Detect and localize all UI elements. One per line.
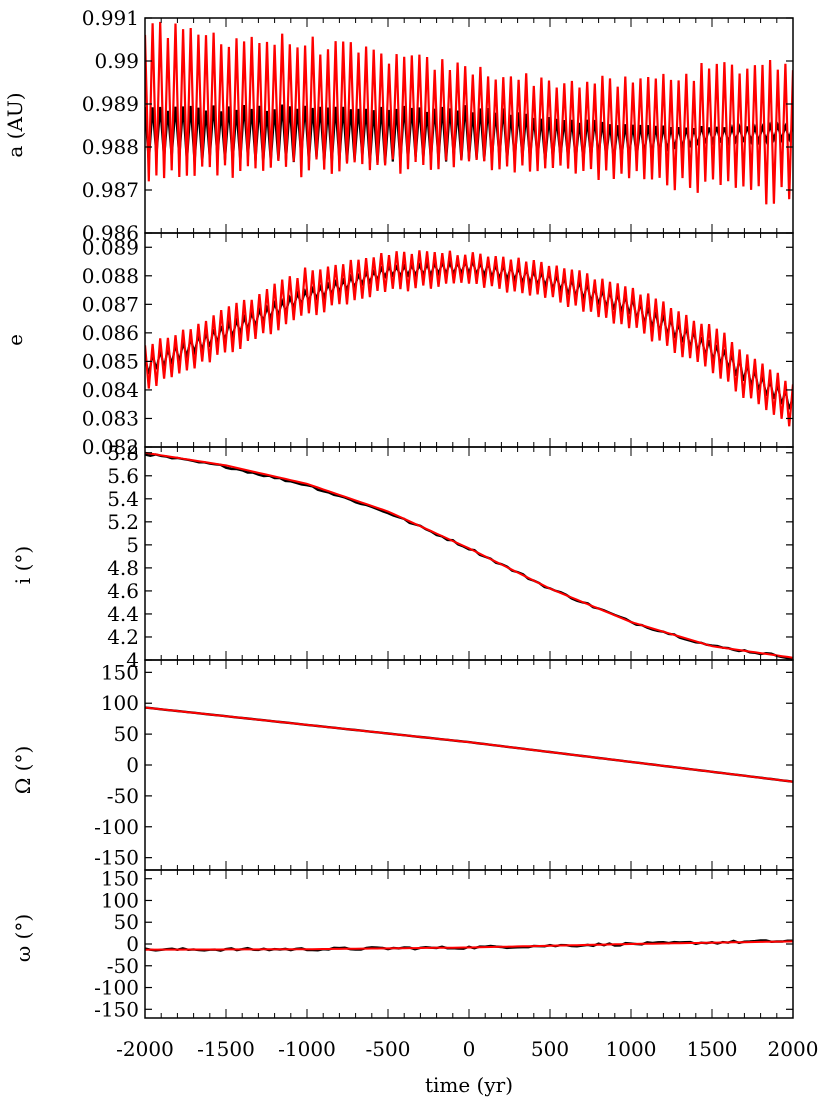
ylabel-Omega: Ω (°): [11, 746, 35, 795]
ytick-label-Omega: -150: [94, 846, 139, 870]
ytick-label-omega: 50: [114, 910, 139, 934]
ytick-label-a: 0.987: [82, 178, 139, 202]
ytick-label-Omega: 150: [101, 660, 139, 684]
panel-frame-i: [144, 446, 794, 661]
series-red-e: [145, 250, 793, 427]
ytick-label-i: 5.8: [107, 441, 139, 465]
xtick-label: -1000: [278, 1037, 336, 1061]
series-red-a: [145, 21, 793, 205]
panel-frame-Omega: [144, 659, 794, 871]
ytick-label-a: 0.988: [82, 135, 139, 159]
ytick-label-i: 4.4: [107, 602, 139, 626]
ytick-label-e: 0.085: [82, 349, 139, 373]
series-red-omega: [145, 940, 793, 951]
ytick-label-e: 0.083: [82, 406, 139, 430]
ytick-label-a: 0.989: [82, 92, 139, 116]
ytick-label-a: 0.986: [82, 221, 139, 245]
xtick-label: 2000: [768, 1037, 819, 1061]
ytick-label-i: 5.6: [107, 464, 139, 488]
ytick-label-i: 5.2: [107, 510, 139, 534]
ytick-label-i: 4: [126, 648, 139, 672]
ytick-label-omega: 150: [101, 867, 139, 891]
ytick-label-omega: -50: [107, 954, 139, 978]
ytick-label-i: 5: [126, 533, 139, 557]
ytick-label-Omega: 50: [114, 722, 139, 746]
ytick-label-omega: -100: [94, 976, 139, 1000]
ytick-label-e: 0.086: [82, 321, 139, 345]
ytick-label-e: 0.082: [82, 435, 139, 459]
xlabel: time (yr): [425, 1073, 513, 1097]
series-black-i: [145, 453, 793, 660]
xtick-label: -500: [366, 1037, 411, 1061]
ytick-label-i: 4.6: [107, 579, 139, 603]
xtick-label: -1500: [197, 1037, 255, 1061]
ylabel-i: i (°): [11, 546, 35, 584]
xtick-label: -2000: [116, 1037, 174, 1061]
ytick-label-i: 4.2: [107, 625, 139, 649]
ytick-label-Omega: -50: [107, 784, 139, 808]
ylabel-a: a (AU): [3, 92, 27, 157]
ytick-label-e: 0.089: [82, 235, 139, 259]
series-red-Omega: [145, 706, 793, 783]
ytick-label-e: 0.088: [82, 264, 139, 288]
xtick-label: 0: [463, 1037, 476, 1061]
ytick-label-e: 0.084: [82, 378, 139, 402]
xtick-label: 1000: [606, 1037, 657, 1061]
ytick-label-i: 4.8: [107, 556, 139, 580]
ytick-label-omega: -150: [94, 997, 139, 1021]
ylabel-omega: ω (°): [11, 914, 35, 962]
ylabel-e: e: [3, 334, 27, 346]
ytick-label-omega: 100: [101, 888, 139, 912]
ytick-label-a: 0.99: [94, 49, 139, 73]
series-red-i: [145, 451, 793, 659]
ytick-label-i: 5.4: [107, 487, 139, 511]
ytick-label-Omega: 100: [101, 691, 139, 715]
ytick-label-Omega: 0: [126, 753, 139, 777]
ytick-label-e: 0.087: [82, 292, 139, 316]
ytick-label-Omega: -100: [94, 815, 139, 839]
xtick-label: 1500: [687, 1037, 738, 1061]
ytick-label-a: 0.991: [82, 6, 139, 30]
ytick-label-omega: 0: [126, 932, 139, 956]
xtick-label: 500: [531, 1037, 569, 1061]
